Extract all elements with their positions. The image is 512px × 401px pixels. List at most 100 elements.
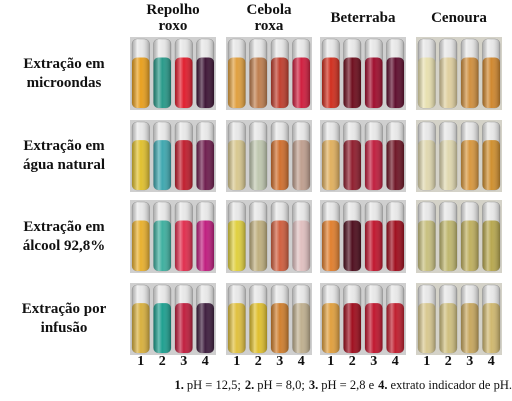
tube-gloss — [175, 202, 193, 271]
tube-gloss — [482, 202, 500, 271]
tube-gloss — [132, 285, 150, 353]
tube-gloss — [386, 285, 404, 353]
caption-text: pH = 2,8 e — [321, 378, 375, 392]
caption: 1. pH = 12,5; 2. pH = 8,0; 3. pH = 2,8 e 4. ext… — [0, 378, 512, 393]
tube-gloss — [365, 122, 383, 190]
row-label: Extração em microondas — [0, 55, 128, 93]
tube-number: 4 — [487, 354, 495, 369]
tube-gloss — [132, 39, 150, 108]
tube-gloss — [322, 39, 340, 108]
row-label: Extração por infusão — [0, 300, 128, 338]
tube-gloss — [271, 39, 289, 108]
tube-gloss — [343, 39, 361, 108]
tube-gloss — [196, 39, 214, 108]
header-line: Cenoura — [431, 10, 487, 26]
tube-number: 1 — [327, 354, 335, 369]
tube-number: 2 — [254, 354, 262, 369]
tube-gloss — [418, 285, 436, 353]
tube-gloss — [249, 39, 267, 108]
tube-gloss — [386, 122, 404, 190]
tube-gloss — [365, 202, 383, 271]
tube-gloss — [386, 39, 404, 108]
row-label-line: Extração por — [21, 301, 107, 317]
tube-number: 4 — [391, 354, 399, 369]
tube-gloss — [343, 285, 361, 353]
tube-gloss — [461, 122, 479, 190]
tube-gloss — [196, 285, 214, 353]
caption-text: pH = 12,5; — [186, 378, 241, 392]
caption-number: 2. — [244, 378, 255, 392]
column-header: Cenoura — [414, 10, 504, 26]
tube-number: 1 — [233, 354, 241, 369]
caption-text: pH = 8,0; — [257, 378, 305, 392]
tube-gloss — [132, 202, 150, 271]
tube-number: 2 — [348, 354, 356, 369]
caption-number: 1. — [174, 378, 184, 392]
tube-gloss — [461, 202, 479, 271]
row-label-line: água natural — [22, 157, 106, 173]
tube-gloss — [418, 202, 436, 271]
tube-gloss — [271, 202, 289, 271]
tube-gloss — [292, 122, 310, 190]
tube-gloss — [439, 39, 457, 108]
tube-gloss — [249, 285, 267, 353]
tube-gloss — [461, 39, 479, 108]
tube-gloss — [153, 122, 171, 190]
tube-gloss — [292, 39, 310, 108]
tube-gloss — [271, 122, 289, 190]
row-label-line: microondas — [26, 74, 102, 91]
tube-gloss — [292, 202, 310, 271]
tube-gloss — [249, 202, 267, 271]
tube-number: 2 — [158, 354, 166, 369]
tube-gloss — [343, 202, 361, 271]
row-label-line: Extração em — [23, 138, 105, 154]
caption-number: 4. — [378, 378, 388, 392]
tube-gloss — [153, 285, 171, 353]
row-label: Extração em álcool 92,8% — [0, 218, 128, 256]
row-label: Extração em água natural — [0, 137, 128, 175]
tube-gloss — [228, 39, 246, 108]
tube-gloss — [175, 39, 193, 108]
caption-number: 3. — [308, 378, 319, 392]
tube-gloss — [386, 202, 404, 271]
tube-gloss — [249, 122, 267, 190]
tube-gloss — [365, 285, 383, 353]
tube-gloss — [461, 285, 479, 353]
header-line: Repolho — [146, 2, 200, 18]
header-line: Beterraba — [330, 10, 396, 26]
tube-gloss — [439, 285, 457, 353]
tube-number: 3 — [180, 354, 188, 369]
tube-number: 1 — [423, 354, 431, 369]
tube-gloss — [322, 285, 340, 353]
tube-gloss — [439, 202, 457, 271]
tube-number: 3 — [276, 354, 284, 369]
tube-gloss — [365, 39, 383, 108]
column-header: Repolho roxo — [128, 2, 218, 34]
tube-gloss — [228, 202, 246, 271]
tube-gloss — [175, 122, 193, 190]
tube-number: 3 — [466, 354, 474, 369]
tube-gloss — [482, 39, 500, 108]
header-line: roxa — [254, 18, 284, 34]
tube-gloss — [343, 122, 361, 190]
tube-gloss — [418, 122, 436, 190]
tube-gloss — [482, 285, 500, 353]
tube-gloss — [228, 285, 246, 353]
tube-gloss — [175, 285, 193, 353]
tube-gloss — [153, 39, 171, 108]
caption-text: extrato indicador de pH. — [390, 378, 512, 392]
column-header: Beterraba — [318, 10, 408, 26]
tube-gloss — [196, 122, 214, 190]
row-label-line: infusão — [40, 320, 88, 336]
tube-gloss — [292, 285, 310, 353]
tube-number: 3 — [370, 354, 378, 369]
tube-gloss — [439, 122, 457, 190]
tube-number: 4 — [201, 354, 209, 369]
tube-gloss — [322, 122, 340, 190]
header-line: Cebola — [246, 2, 292, 18]
tube-gloss — [418, 39, 436, 108]
row-label-line: Extração em — [23, 218, 105, 235]
tube-gloss — [271, 285, 289, 353]
